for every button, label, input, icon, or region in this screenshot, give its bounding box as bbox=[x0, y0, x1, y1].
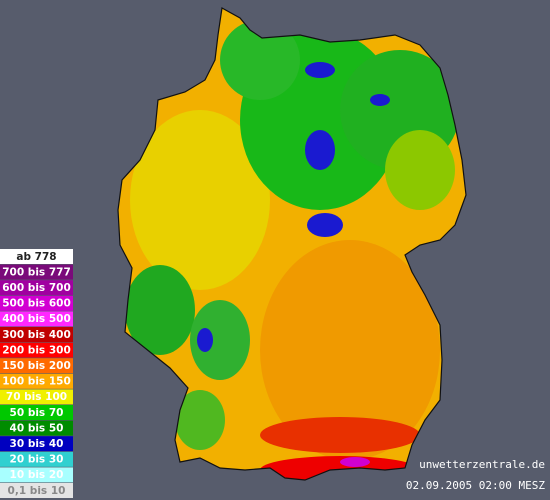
legend-label: 30 bis 40 bbox=[10, 438, 64, 450]
timestamp: 02.09.2005 02:00 MESZ bbox=[406, 479, 545, 492]
legend-label: ab 778 bbox=[16, 251, 56, 263]
legend-label: 0,1 bis 10 bbox=[8, 485, 66, 497]
legend-swatch bbox=[0, 436, 73, 452]
legend-swatch bbox=[0, 420, 73, 436]
legend-swatch bbox=[0, 342, 73, 358]
legend-label: 150 bis 200 bbox=[2, 360, 71, 372]
site-label: unwetterzentrale.de bbox=[419, 458, 545, 471]
legend-label: 50 bis 70 bbox=[10, 407, 64, 419]
legend-label: 400 bis 500 bbox=[2, 313, 71, 325]
country-border bbox=[117, 7, 467, 481]
legend-label: 200 bis 300 bbox=[2, 344, 71, 356]
legend-swatch bbox=[0, 311, 73, 327]
legend-swatch bbox=[0, 358, 73, 374]
legend-label: 300 bis 400 bbox=[2, 329, 71, 341]
legend-label: 70 bis 100 bbox=[6, 391, 67, 403]
legend-label: 600 bis 700 bbox=[2, 282, 71, 294]
legend-swatch bbox=[0, 249, 73, 264]
legend-swatch bbox=[0, 451, 73, 467]
legend-label: 500 bis 600 bbox=[2, 298, 71, 310]
legend-label: 40 bis 50 bbox=[10, 422, 64, 434]
legend-swatch bbox=[0, 264, 73, 280]
legend-swatch bbox=[0, 327, 73, 342]
legend: ab 778 700 bis 777 600 bis 700 500 bis 600 4… bbox=[0, 249, 73, 498]
legend-swatch bbox=[0, 483, 73, 498]
legend-label: 20 bis 30 bbox=[10, 454, 64, 466]
legend-swatch bbox=[0, 405, 73, 420]
legend-label: 100 bis 150 bbox=[2, 376, 71, 388]
legend-swatch bbox=[0, 280, 73, 296]
legend-swatch bbox=[0, 467, 73, 483]
legend-swatch bbox=[0, 373, 73, 389]
legend-label: 10 bis 20 bbox=[10, 469, 64, 481]
legend-swatch bbox=[0, 295, 73, 311]
legend-label: 700 bis 777 bbox=[2, 266, 71, 278]
legend-swatch bbox=[0, 389, 73, 405]
